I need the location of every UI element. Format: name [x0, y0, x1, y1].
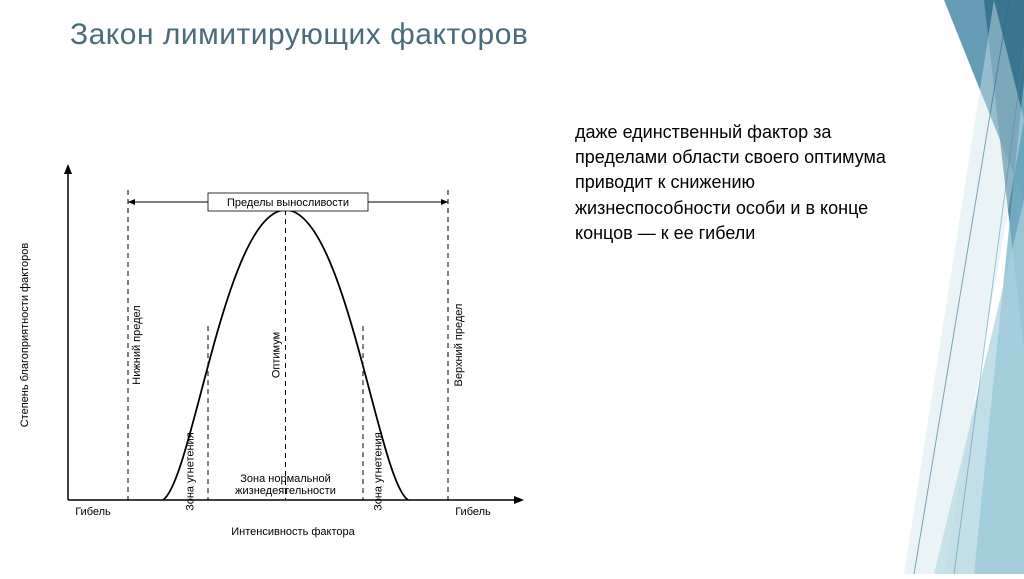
decorative-corner	[844, 0, 1024, 574]
page-title: Закон лимитирующих факторов	[70, 18, 528, 52]
tolerance-diagram: Пределы выносливости Степень благоприятно…	[8, 130, 548, 560]
svg-text:Зона нормальной: Зона нормальной	[240, 473, 331, 485]
svg-text:Оптимум: Оптимум	[271, 332, 283, 378]
decorative-svg	[844, 0, 1024, 574]
svg-text:Верхний предел: Верхний предел	[453, 304, 465, 387]
svg-text:Интенсивность фактора: Интенсивность фактора	[231, 526, 355, 538]
svg-text:Нижний предел: Нижний предел	[131, 305, 143, 384]
svg-text:Гибель: Гибель	[75, 506, 111, 518]
svg-text:жизнедеятельности: жизнедеятельности	[235, 485, 336, 497]
svg-text:Степень благоприятности фактор: Степень благоприятности факторов	[19, 243, 31, 428]
svg-text:Гибель: Гибель	[455, 506, 491, 518]
svg-text:Зона угнетения: Зона угнетения	[373, 432, 385, 511]
svg-text:Пределы выносливости: Пределы выносливости	[227, 197, 349, 209]
diagram-svg: Пределы выносливости Степень благоприятно…	[8, 130, 548, 560]
svg-text:Зона угнетения: Зона угнетения	[185, 432, 197, 511]
